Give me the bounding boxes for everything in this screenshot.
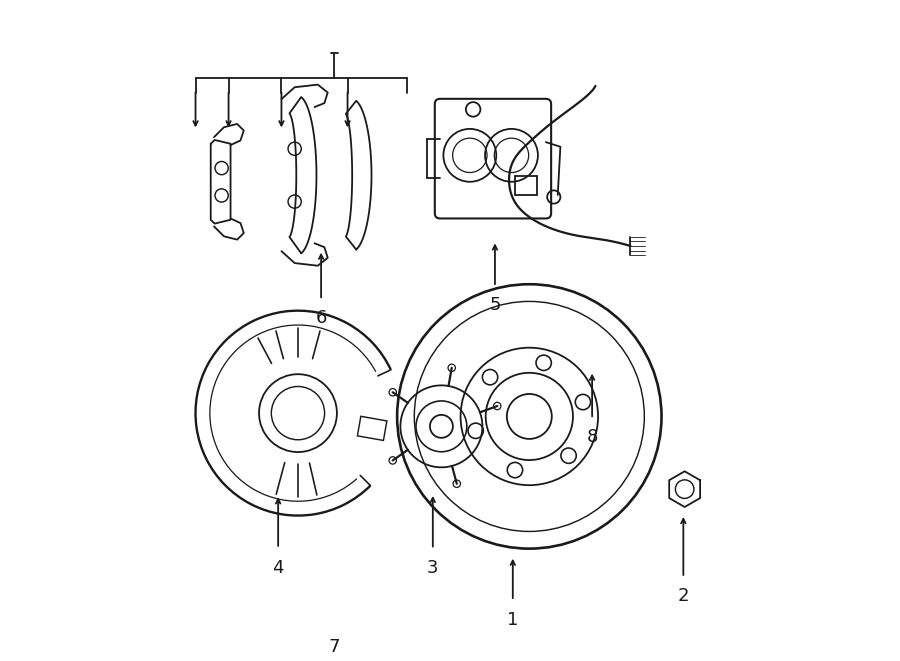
Text: 4: 4 [273, 559, 284, 576]
Bar [516, 176, 536, 194]
Text: 7: 7 [328, 638, 340, 656]
Text: 3: 3 [428, 559, 438, 577]
Text: 5: 5 [490, 296, 500, 314]
Text: 6: 6 [315, 309, 327, 327]
Text: 8: 8 [587, 428, 598, 446]
Bar [357, 416, 387, 440]
Text: 1: 1 [507, 611, 518, 629]
Text: 2: 2 [678, 587, 689, 605]
